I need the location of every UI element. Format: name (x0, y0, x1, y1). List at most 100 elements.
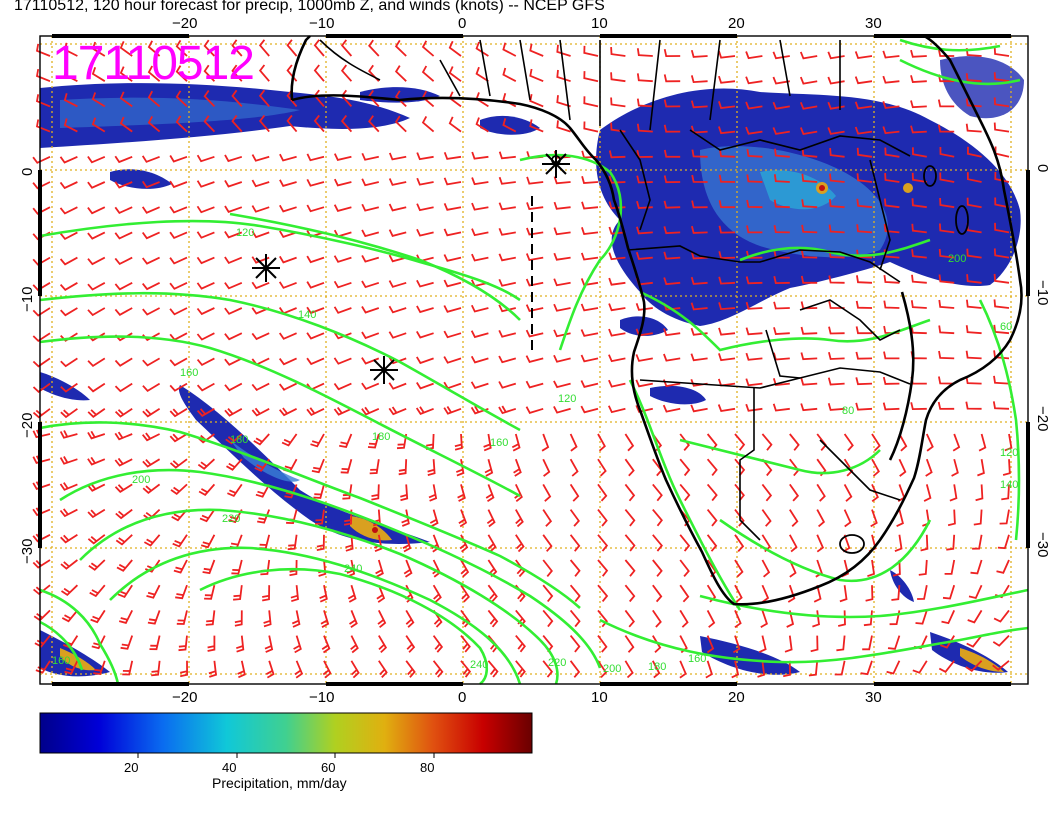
country-border (869, 159, 891, 271)
wind-barb (237, 660, 246, 679)
wind-barb (306, 178, 325, 187)
wind-barb (388, 305, 407, 314)
wind-barb (203, 39, 216, 57)
wind-barb (60, 534, 78, 544)
wind-barb (829, 148, 845, 158)
wind-barb (690, 302, 708, 311)
wind-barb (882, 402, 900, 411)
wind-barb (883, 274, 900, 284)
wind-barb (808, 660, 819, 677)
wind-barb (569, 584, 581, 602)
wind-barb (196, 307, 215, 316)
wind-barb (443, 254, 462, 262)
wind-barb (388, 331, 407, 339)
wind-barb (64, 660, 79, 675)
wind-barb (718, 327, 736, 336)
lat-tick-label: 0 (19, 168, 36, 176)
wind-barb (732, 635, 741, 654)
wind-barb (416, 305, 434, 314)
wind-barb (333, 357, 352, 365)
wind-barb (772, 76, 790, 85)
wind-barb (911, 223, 927, 234)
wind-barb (745, 76, 763, 85)
lon-tick-label: −20 (172, 689, 197, 706)
wind-barb (994, 171, 1010, 183)
wind-barb (556, 69, 571, 83)
wind-barb (860, 660, 873, 676)
precip-area (178, 385, 430, 544)
wind-barb (745, 126, 763, 135)
contour-label: 140 (298, 309, 316, 321)
country-border (799, 299, 901, 341)
wind-barb (828, 351, 845, 360)
wind-barb (178, 635, 188, 652)
wind-barb (227, 483, 243, 498)
contour-line (599, 618, 1029, 664)
wind-barb (313, 114, 325, 133)
wind-barb (224, 382, 243, 392)
wind-barb (993, 299, 1010, 309)
contour-label: 120 (1000, 447, 1018, 459)
wind-barb (965, 123, 982, 133)
contour-line (628, 379, 742, 611)
colorbar-tick-label: 40 (222, 760, 236, 775)
wind-barb (581, 176, 599, 184)
wind-barb (367, 433, 380, 449)
wind-barb (542, 559, 553, 577)
wind-barb (580, 405, 599, 414)
wind-barb (427, 459, 436, 476)
contour-label: 140 (1000, 479, 1018, 491)
wind-barb (147, 90, 161, 108)
wind-barb (258, 39, 270, 57)
wind-barb (59, 256, 78, 266)
wind-barb (147, 115, 161, 133)
wind-barb (883, 300, 900, 309)
wind-barb (471, 253, 489, 262)
wind-barb (487, 609, 499, 628)
wind-barb (361, 382, 380, 391)
wind-barb (258, 114, 270, 133)
wind-barb (460, 635, 471, 653)
wind-barb (114, 457, 133, 467)
wind-barb (333, 306, 352, 314)
wind-barb (663, 328, 681, 337)
wind-barb (920, 534, 929, 552)
wind-barb (772, 378, 790, 386)
wind-barb (556, 95, 571, 108)
contour-line (59, 468, 602, 669)
wind-barb (951, 458, 959, 477)
wind-barb (992, 634, 1010, 647)
wind-barb (226, 458, 243, 471)
wind-barb (923, 484, 932, 502)
contour-label: 160 (490, 437, 508, 449)
wind-barb (443, 279, 462, 288)
wind-barb (761, 584, 770, 603)
wind-barb (624, 635, 635, 653)
wind-barb (993, 609, 1010, 623)
wind-barb (871, 433, 881, 452)
contour-line (79, 508, 559, 685)
wind-barb (114, 256, 133, 266)
wind-barb (529, 68, 544, 83)
wind-barb (691, 174, 708, 183)
precip-area (700, 636, 800, 675)
wind-barb (580, 380, 599, 388)
wind-barb (87, 256, 106, 266)
wind-barb (996, 559, 1010, 574)
wind-barb (734, 610, 742, 629)
wind-barb (89, 584, 106, 598)
contour-line (39, 291, 521, 432)
wind-barb (460, 559, 470, 578)
lake (955, 205, 969, 235)
contour-line (899, 38, 1001, 52)
wind-barb (581, 201, 599, 210)
wind-barb (624, 509, 636, 527)
contour-line (699, 588, 1029, 619)
wind-barb (333, 406, 352, 416)
wind-barb (180, 660, 189, 678)
wind-barb (525, 278, 544, 287)
wind-barb (87, 307, 106, 317)
wind-barb (597, 483, 608, 502)
wind-barb (32, 357, 51, 368)
wind-barb (114, 483, 133, 493)
